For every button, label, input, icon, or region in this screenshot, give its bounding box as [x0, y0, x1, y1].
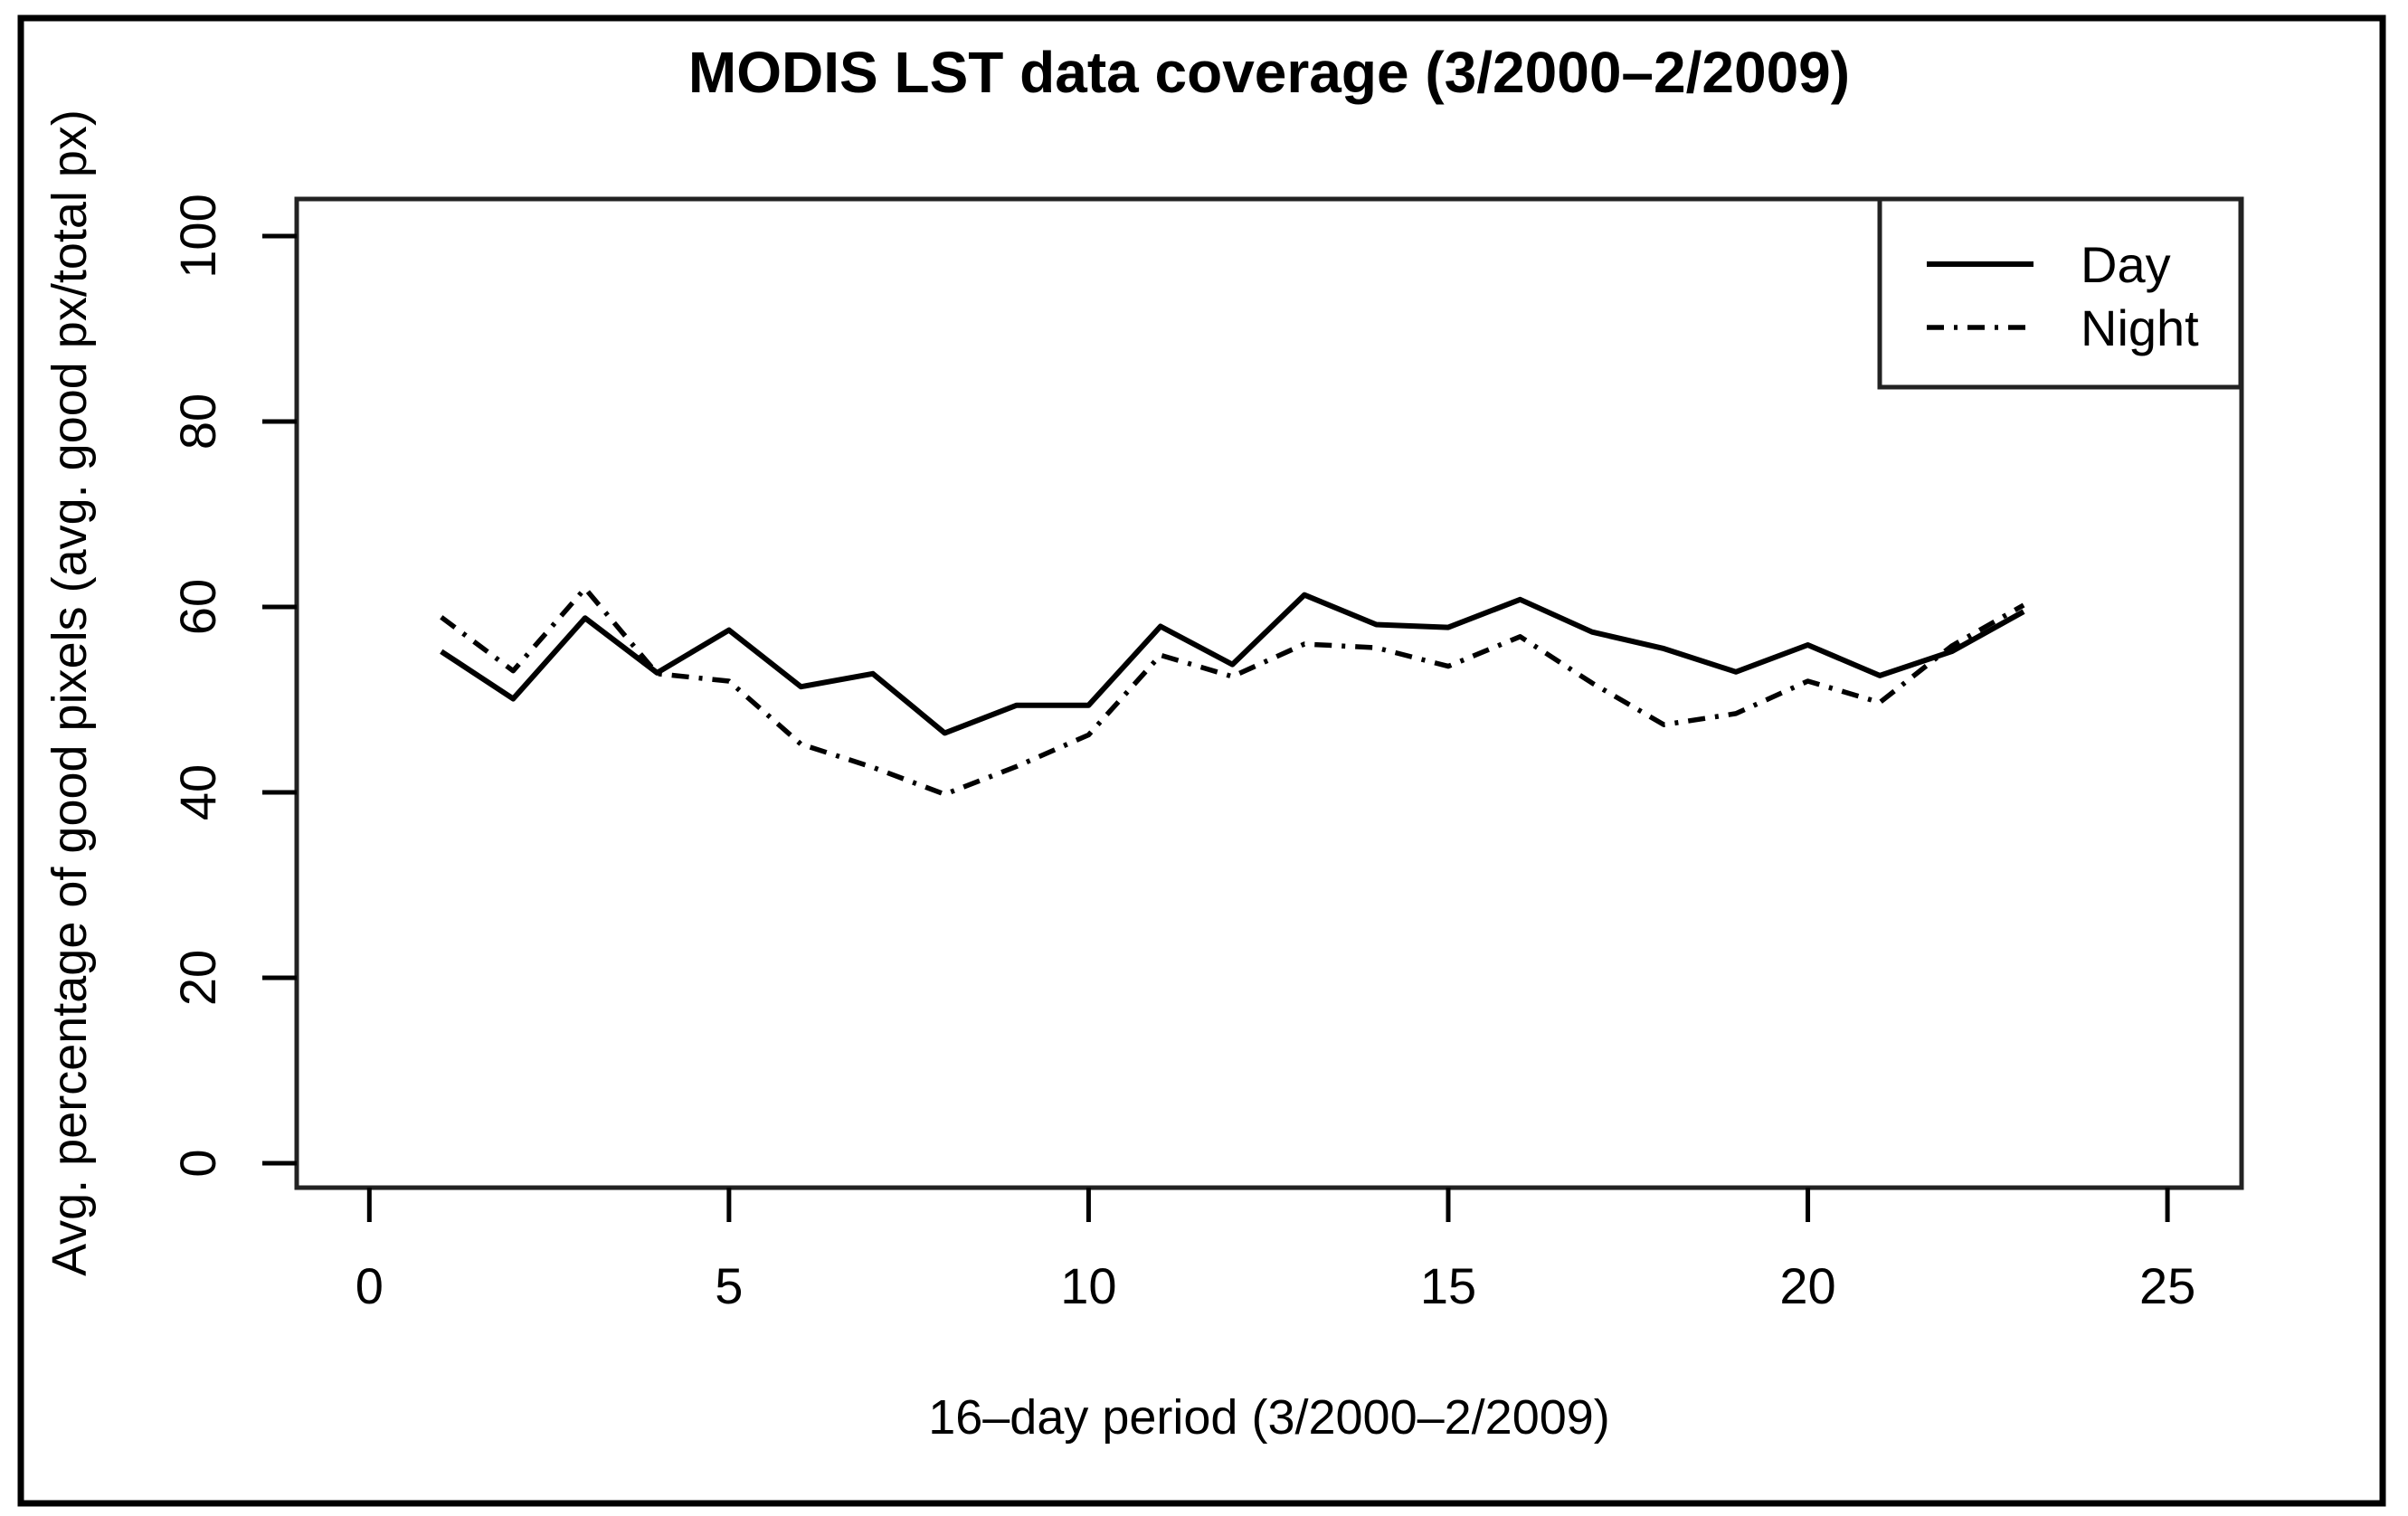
y-tick-label: 40: [169, 764, 226, 820]
y-axis-label: Avg. percentage of good pixels (avg. goo…: [43, 109, 97, 1276]
x-axis: 0 5 10 15 20 25: [356, 1188, 2195, 1314]
legend-night-label: Night: [2081, 299, 2199, 356]
y-tick-label: 80: [169, 393, 226, 450]
x-tick-label: 10: [1060, 1257, 1116, 1314]
x-tick-label: 20: [1779, 1257, 1835, 1314]
x-tick-label: 5: [715, 1257, 743, 1314]
legend-day-label: Day: [2081, 236, 2171, 293]
y-tick-label: 20: [169, 950, 226, 1006]
x-tick-label: 25: [2139, 1257, 2195, 1314]
series-lines: [440, 585, 2025, 797]
outer-frame: [17, 14, 2386, 1507]
y-axis: 0 20 40 60 80 100: [169, 194, 297, 1178]
y-tick-label: 60: [169, 579, 226, 635]
x-tick-label: 15: [1420, 1257, 1476, 1314]
legend-box: [1877, 196, 2243, 390]
y-tick-label: 0: [169, 1149, 226, 1177]
chart-title: MODIS LST data coverage (3/2000–2/2009): [688, 40, 1850, 105]
x-axis-label: 16–day period (3/2000–2/2009): [928, 1390, 1610, 1445]
plot-border: [294, 196, 2244, 1190]
legend: Day Night: [1877, 196, 2243, 390]
y-tick-label: 100: [169, 194, 226, 278]
x-tick-label: 0: [356, 1257, 384, 1314]
series-line-day: [440, 592, 2025, 736]
series-line-night: [440, 585, 2025, 797]
